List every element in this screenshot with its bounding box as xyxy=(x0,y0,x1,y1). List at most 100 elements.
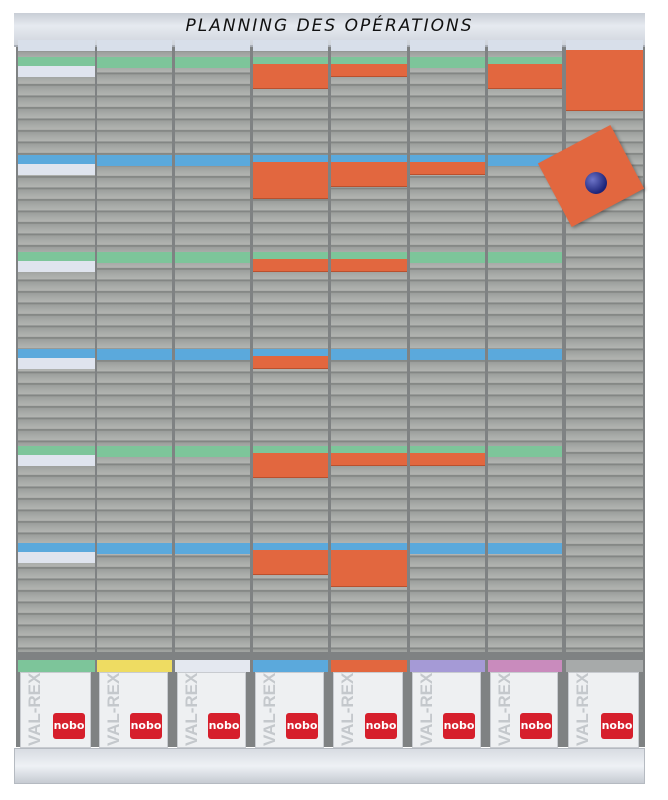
white-card[interactable] xyxy=(18,455,95,466)
magnet-icon[interactable] xyxy=(585,172,607,194)
section-bar xyxy=(175,57,250,68)
column-6 xyxy=(410,40,485,652)
orange-card[interactable] xyxy=(253,453,328,478)
orange-card[interactable] xyxy=(253,356,328,369)
section-bar xyxy=(97,57,172,68)
header-card[interactable] xyxy=(18,40,95,51)
section-bar xyxy=(488,543,562,554)
header-card[interactable] xyxy=(488,40,562,51)
section-bar xyxy=(331,349,407,360)
orange-card[interactable] xyxy=(331,162,407,187)
brand-label: VAL-REX xyxy=(495,672,514,746)
nobo-logo: nobo xyxy=(520,713,552,739)
card-pocket[interactable]: VAL-REX nobo xyxy=(490,672,558,748)
orange-card[interactable] xyxy=(331,259,407,272)
section-bar xyxy=(410,252,485,263)
header-card[interactable] xyxy=(175,40,250,51)
section-bar xyxy=(410,57,485,68)
orange-card[interactable] xyxy=(331,64,407,77)
orange-card[interactable] xyxy=(253,550,328,575)
brand-label: VAL-REX xyxy=(25,672,44,746)
bottom-rail xyxy=(14,748,645,784)
column-1 xyxy=(18,40,95,652)
orange-card[interactable] xyxy=(488,64,562,89)
column-3 xyxy=(175,40,250,652)
nobo-logo: nobo xyxy=(365,713,397,739)
nobo-logo: nobo xyxy=(601,713,633,739)
nobo-logo: nobo xyxy=(443,713,475,739)
white-card[interactable] xyxy=(18,164,95,175)
nobo-logo: nobo xyxy=(53,713,85,739)
white-card[interactable] xyxy=(18,552,95,563)
section-bar xyxy=(253,155,328,166)
section-bar xyxy=(331,155,407,166)
section-bar xyxy=(410,543,485,554)
section-bar xyxy=(175,543,250,554)
section-bar xyxy=(18,543,95,554)
pocket-tab xyxy=(253,660,328,672)
pocket-tab xyxy=(97,660,172,672)
card-pocket[interactable]: VAL-REX nobo xyxy=(99,672,168,748)
orange-card[interactable] xyxy=(253,162,328,199)
section-bar xyxy=(488,446,562,457)
section-bar xyxy=(331,446,407,457)
section-bar xyxy=(253,543,328,554)
header-card[interactable] xyxy=(253,40,328,51)
card-pocket[interactable]: VAL-REX nobo xyxy=(177,672,246,748)
section-bar xyxy=(488,252,562,263)
section-bar xyxy=(331,252,407,263)
section-bar xyxy=(175,155,250,166)
nobo-logo: nobo xyxy=(208,713,240,739)
brand-label: VAL-REX xyxy=(182,672,201,746)
orange-card[interactable] xyxy=(331,550,407,587)
orange-card[interactable] xyxy=(410,162,485,175)
section-bar xyxy=(331,57,407,68)
section-bar xyxy=(253,252,328,263)
orange-card[interactable] xyxy=(253,259,328,272)
white-card[interactable] xyxy=(18,358,95,369)
column-4 xyxy=(253,40,328,652)
section-bar xyxy=(253,57,328,68)
orange-card[interactable] xyxy=(331,453,407,466)
card-pocket[interactable]: VAL-REX nobo xyxy=(255,672,324,748)
column-2 xyxy=(97,40,172,652)
section-bar xyxy=(97,155,172,166)
section-bar xyxy=(410,446,485,457)
card-pocket[interactable]: VAL-REX nobo xyxy=(412,672,481,748)
card-pocket[interactable]: VAL-REX nobo xyxy=(20,672,91,748)
section-bar xyxy=(410,155,485,166)
brand-label: VAL-REX xyxy=(573,672,592,746)
section-bar xyxy=(488,57,562,68)
white-card[interactable] xyxy=(18,66,95,77)
pocket-tab xyxy=(488,660,562,672)
brand-label: VAL-REX xyxy=(417,672,436,746)
header-card[interactable] xyxy=(566,40,643,51)
header-card[interactable] xyxy=(331,40,407,51)
section-bar xyxy=(175,446,250,457)
section-bar xyxy=(488,155,562,166)
card-pocket[interactable]: VAL-REX nobo xyxy=(333,672,403,748)
section-bar xyxy=(253,446,328,457)
white-card[interactable] xyxy=(18,261,95,272)
section-bar xyxy=(175,252,250,263)
header-card[interactable] xyxy=(410,40,485,51)
section-bar xyxy=(488,349,562,360)
section-bar xyxy=(97,349,172,360)
orange-card[interactable] xyxy=(410,453,485,466)
section-bar xyxy=(97,446,172,457)
section-bar xyxy=(331,543,407,554)
pocket-tab xyxy=(18,660,95,672)
header-card[interactable] xyxy=(97,40,172,51)
orange-card[interactable] xyxy=(253,64,328,89)
pocket-tab xyxy=(566,660,643,672)
board-title: PLANNING DES OPÉRATIONS xyxy=(185,16,474,36)
card-pocket[interactable]: VAL-REX nobo xyxy=(568,672,639,748)
section-bar xyxy=(97,543,172,554)
pocket-tab xyxy=(410,660,485,672)
orange-card-stack[interactable] xyxy=(566,50,643,111)
section-bar xyxy=(18,155,95,166)
section-bar xyxy=(18,252,95,263)
brand-label: VAL-REX xyxy=(260,672,279,746)
column-5 xyxy=(331,40,407,652)
section-bar xyxy=(18,57,95,68)
